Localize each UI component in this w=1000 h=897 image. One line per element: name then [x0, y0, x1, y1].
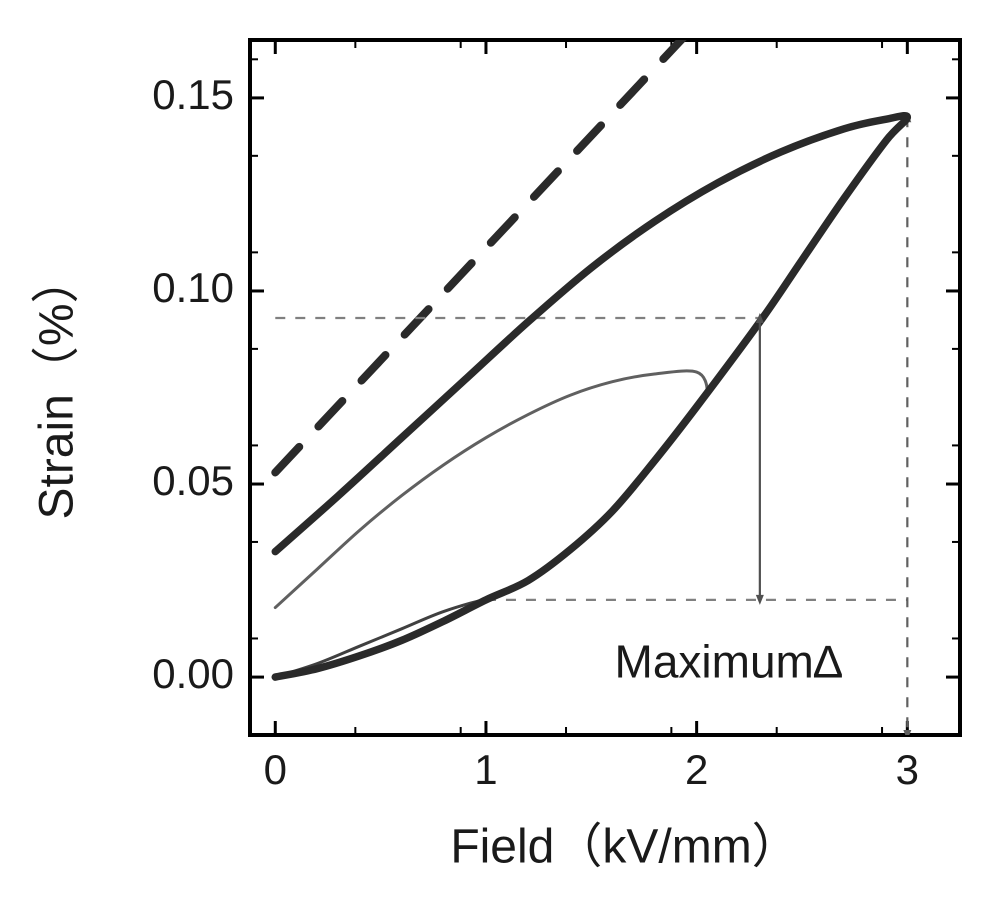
y-axis-label: Strain（%） [31, 255, 84, 519]
chart-container: 0 1 2 3 0.00 0.05 0.10 0.15 Maximum∆ Strain（%） Fie… [0, 0, 1000, 897]
y-tick-label: 0.10 [152, 264, 234, 311]
y-tick-label: 0.05 [152, 457, 234, 504]
x-tick-label: 0 [264, 746, 287, 793]
x-tick-label: 2 [685, 746, 708, 793]
x-tick-label: 3 [896, 746, 919, 793]
y-tick-label: 0.15 [152, 71, 234, 118]
plot-bg [0, 0, 1000, 897]
chart-svg: 0 1 2 3 0.00 0.05 0.10 0.15 Maximum∆ Strain（%） Fie… [0, 0, 1000, 897]
x-axis-label: Field（kV/mm） [450, 821, 799, 874]
max-delta-label: Maximum∆ [615, 636, 843, 688]
y-tick-label: 0.00 [152, 650, 234, 697]
x-tick-label: 1 [474, 746, 497, 793]
